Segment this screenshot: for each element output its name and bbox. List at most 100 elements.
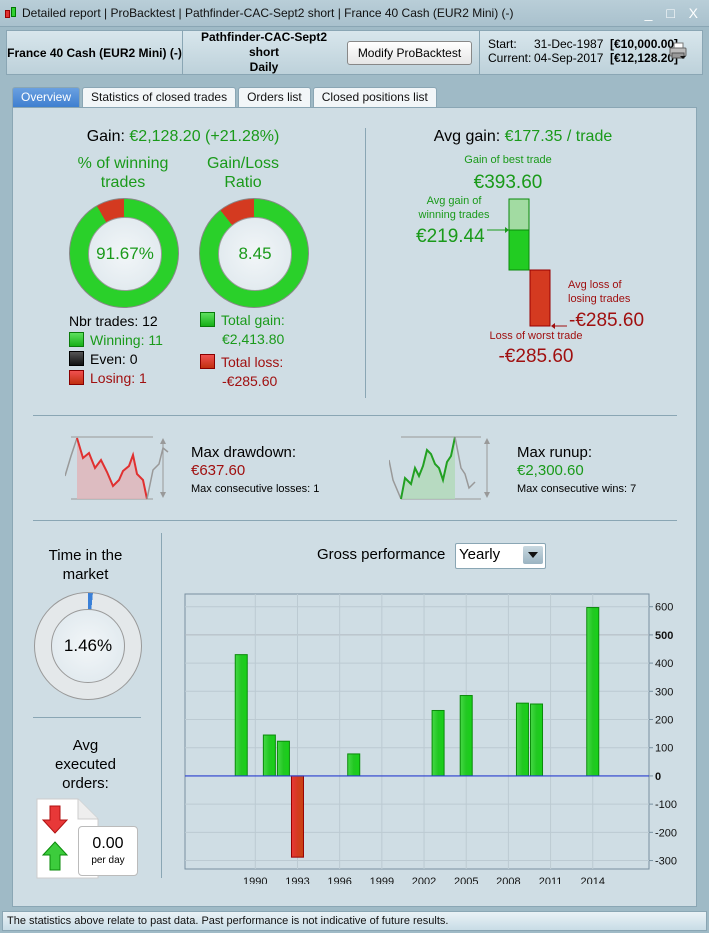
gross-performance-title: Gross performance	[317, 546, 446, 563]
avg-loss-bar	[529, 269, 551, 327]
total-loss-label: Total loss:	[221, 354, 284, 370]
tab-closed-positions-list[interactable]: Closed positions list	[312, 87, 437, 107]
best-trade-value: €393.60	[473, 172, 543, 193]
gross-performance-chart: -300 -200 -100 0 100 200 300 400 500 600 1990 1993 1…	[184, 593, 677, 884]
start-label: Start:	[488, 37, 517, 51]
winning-square-icon	[69, 332, 84, 347]
nbr-trades: Nbr trades: 12	[69, 313, 158, 329]
up-arrow-icon	[41, 841, 69, 871]
even-count: Even: 0	[90, 351, 138, 367]
winning-title-line2: trades	[100, 174, 146, 191]
x-tick-label: 1993	[285, 876, 309, 884]
best-trade-bar	[508, 198, 530, 231]
orders-per-day-value: 0.00	[92, 835, 124, 852]
title-bar: Detailed report | ProBacktest | Pathfind…	[0, 0, 709, 27]
bar-2014	[586, 607, 600, 777]
divider	[161, 533, 162, 878]
x-tick-label: 1996	[327, 876, 351, 884]
start-date: 31-Dec-1987	[534, 37, 604, 51]
drawdown-sparkline	[65, 436, 169, 500]
tab-bar: Overview Statistics of closed trades Ord…	[12, 87, 439, 107]
app-candlestick-icon	[4, 6, 18, 20]
bar-2010	[530, 703, 544, 777]
y-tick-label: 600	[655, 602, 673, 614]
period-select[interactable]: Yearly	[455, 543, 546, 569]
overview-panel: Gain: €2,128.20 (+21.28%) % of winning t…	[12, 107, 697, 907]
modify-probacktest-button[interactable]: Modify ProBacktest	[347, 40, 472, 65]
worst-trade-value: -€285.60	[498, 346, 574, 367]
y-tick-label: 0	[655, 771, 661, 783]
worst-trade-label: Loss of worst trade	[489, 330, 583, 342]
losing-count: Losing: 1	[90, 370, 147, 386]
best-trade-label: Gain of best trade	[464, 154, 552, 166]
tab-overview[interactable]: Overview	[12, 87, 81, 107]
avg-loss-arrowhead-icon	[551, 323, 555, 329]
current-date: 04-Sep-2017	[534, 51, 604, 65]
even-square-icon	[69, 351, 84, 366]
losing-square-icon	[69, 370, 84, 385]
current-amount: [€12,128.20]	[610, 51, 679, 65]
x-tick-label: 1990	[243, 876, 267, 884]
period-select-value: Yearly	[459, 546, 501, 563]
winning-pct-value: 91.67%	[88, 217, 162, 291]
avg-loss-label: Avg loss of losing trades	[568, 278, 630, 306]
avg-win-label-line2: winning trades	[418, 209, 490, 221]
y-tick-label: 200	[655, 715, 673, 727]
ratio-title-line2: Ratio	[224, 174, 262, 191]
current-label: Current:	[488, 51, 532, 65]
x-tick-label: 2014	[581, 876, 605, 884]
avg-win-bar	[508, 229, 530, 271]
max-drawdown: Max drawdown: €637.60 Max consecutive lo…	[191, 444, 319, 498]
y-tick-label: 300	[655, 686, 673, 698]
divider	[33, 520, 677, 521]
bar-1993	[290, 775, 304, 858]
max-runup: Max runup: €2,300.60 Max consecutive win…	[517, 444, 636, 498]
total-gain-square-icon	[200, 312, 215, 327]
totals: Total gain: €2,413.80 Total loss: -€285.…	[200, 311, 285, 391]
bar-1991	[262, 734, 276, 777]
avg-gain-loss-bars	[487, 198, 567, 329]
x-tick-label: 2002	[412, 876, 436, 884]
time-in-market-value: 1.46%	[51, 609, 125, 683]
gain-value: €2,128.20 (+21.28%)	[129, 128, 280, 145]
avg-gain-label: Avg gain:	[433, 128, 501, 145]
window-controls[interactable]: _ □ X	[644, 5, 703, 21]
down-arrow-icon	[41, 805, 69, 834]
avg-gain-line: Avg gain: €177.35 / trade	[383, 128, 663, 146]
avg-gain-value: €177.35 / trade	[504, 128, 613, 145]
x-tick-label: 1999	[370, 876, 394, 884]
y-tick-label: -100	[655, 799, 677, 811]
time-in-market-title: Time in the market	[33, 546, 138, 584]
winning-title-line1: % of winning	[77, 155, 169, 172]
bar-2003	[431, 709, 445, 777]
chevron-down-icon[interactable]	[523, 546, 543, 564]
status-bar: The statistics above relate to past data…	[2, 911, 707, 931]
orders-title-line3: orders:	[62, 775, 109, 792]
max-consecutive-losses: Max consecutive losses: 1	[191, 483, 320, 495]
tab-orders-list[interactable]: Orders list	[238, 87, 311, 107]
max-runup-label: Max runup:	[517, 444, 593, 461]
orders-per-day-unit: per day	[91, 855, 125, 866]
time-in-market-title-line1: Time in the	[48, 547, 123, 564]
divider	[33, 415, 677, 416]
ratio-title: Gain/Loss Ratio	[183, 154, 303, 192]
tab-statistics-closed-trades[interactable]: Statistics of closed trades	[82, 87, 237, 107]
window-title: Detailed report | ProBacktest | Pathfind…	[22, 6, 514, 20]
avg-loss-value: -€285.60	[569, 310, 645, 331]
strategy-name: Pathfinder-CAC-Sept2 short	[200, 30, 327, 59]
time-in-market-donut: 1.46%	[34, 592, 142, 700]
x-tick-label: 2008	[496, 876, 520, 884]
max-drawdown-label: Max drawdown:	[191, 444, 297, 461]
bar-2005	[459, 695, 473, 777]
max-runup-value: €2,300.60	[517, 462, 584, 479]
printer-icon[interactable]	[668, 41, 688, 61]
divider	[365, 128, 366, 398]
avg-loss-label-line1: Avg loss of	[568, 279, 622, 291]
total-loss-value: -€285.60	[222, 373, 278, 389]
winning-count: Winning: 11	[90, 332, 163, 348]
avg-win-label: Avg gain of winning trades	[409, 194, 499, 222]
gain-label: Gain:	[86, 128, 125, 145]
orders-title-line2: executed	[55, 756, 116, 773]
bar-1992	[276, 740, 290, 777]
report-header: France 40 Cash (EUR2 Mini) (-) Pathfinde…	[6, 30, 703, 75]
